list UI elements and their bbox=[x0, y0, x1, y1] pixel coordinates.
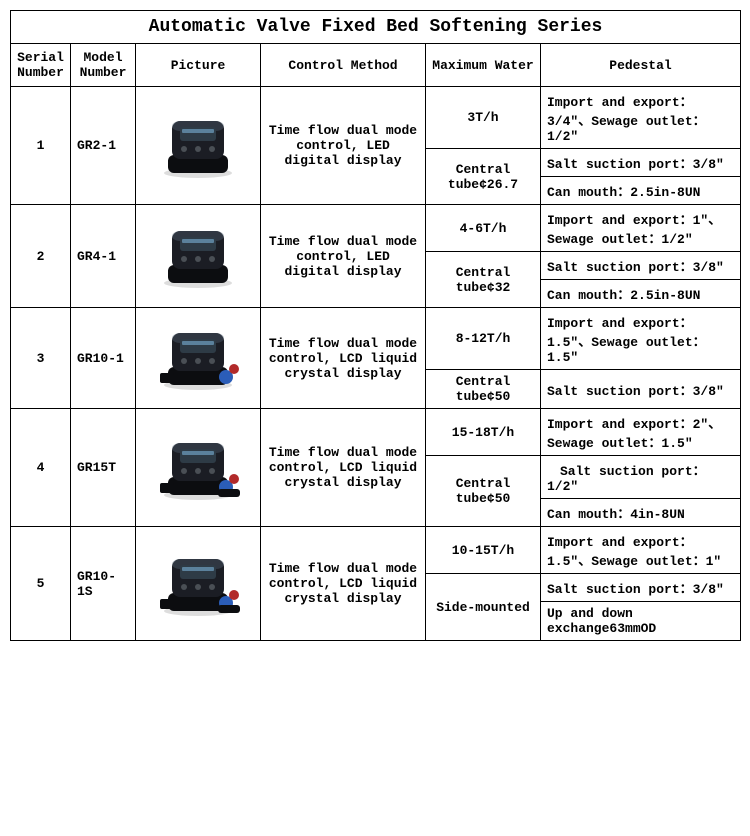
water-cell: Central tube¢26.7 bbox=[426, 149, 541, 205]
water-cell: Side-mounted bbox=[426, 574, 541, 641]
model-cell: GR2-1 bbox=[71, 87, 136, 205]
pedestal-cell: Import and export：1.5″、Sewage outlet：1″ bbox=[541, 527, 741, 574]
picture-cell bbox=[136, 308, 261, 409]
picture-cell bbox=[136, 409, 261, 527]
col-picture: Picture bbox=[136, 44, 261, 87]
pedestal-cell: Salt suction port：1/2″ bbox=[541, 456, 741, 499]
water-cell: Central tube¢50 bbox=[426, 456, 541, 527]
serial-cell: 5 bbox=[11, 527, 71, 641]
serial-cell: 4 bbox=[11, 409, 71, 527]
pedestal-cell: Can mouth：4in-8UN bbox=[541, 499, 741, 527]
water-cell: 15-18T/h bbox=[426, 409, 541, 456]
table-title: Automatic Valve Fixed Bed Softening Seri… bbox=[11, 11, 741, 44]
water-cell: 8-12T/h bbox=[426, 308, 541, 370]
col-control: Control Method bbox=[261, 44, 426, 87]
pedestal-cell: Salt suction port：3/8″ bbox=[541, 149, 741, 177]
pedestal-cell: Salt suction port：3/8″ bbox=[541, 252, 741, 280]
water-cell: Central tube¢50 bbox=[426, 370, 541, 409]
pedestal-cell: Salt suction port：3/8″ bbox=[541, 574, 741, 602]
water-cell: Central tube¢32 bbox=[426, 252, 541, 308]
pedestal-cell: Import and export：2″、Sewage outlet：1.5″ bbox=[541, 409, 741, 456]
col-serial: Serial Number bbox=[11, 44, 71, 87]
valve-table: Automatic Valve Fixed Bed Softening Seri… bbox=[10, 10, 741, 641]
model-cell: GR15T bbox=[71, 409, 136, 527]
pedestal-cell: Import and export：1.5″、Sewage outlet：1.5… bbox=[541, 308, 741, 370]
control-cell: Time flow dual mode control, LCD liquid … bbox=[261, 308, 426, 409]
control-cell: Time flow dual mode control, LCD liquid … bbox=[261, 527, 426, 641]
pedestal-cell: Import and export：1″、Sewage outlet：1/2″ bbox=[541, 205, 741, 252]
pedestal-cell: Import and export：3/4″、Sewage outlet：1/2… bbox=[541, 87, 741, 149]
pedestal-cell: Up and down exchange63mmOD bbox=[541, 602, 741, 641]
water-cell: 10-15T/h bbox=[426, 527, 541, 574]
pedestal-cell: Salt suction port：3/8″ bbox=[541, 370, 741, 409]
col-water: Maximum Water bbox=[426, 44, 541, 87]
model-cell: GR10-1 bbox=[71, 308, 136, 409]
picture-cell bbox=[136, 87, 261, 205]
serial-cell: 3 bbox=[11, 308, 71, 409]
picture-cell bbox=[136, 205, 261, 308]
col-pedestal: Pedestal bbox=[541, 44, 741, 87]
pedestal-cell: Can mouth：2.5in-8UN bbox=[541, 177, 741, 205]
pedestal-cell: Can mouth：2.5in-8UN bbox=[541, 280, 741, 308]
col-model: Model Number bbox=[71, 44, 136, 87]
model-cell: GR4-1 bbox=[71, 205, 136, 308]
model-cell: GR10-1S bbox=[71, 527, 136, 641]
serial-cell: 2 bbox=[11, 205, 71, 308]
control-cell: Time flow dual mode control, LED digital… bbox=[261, 87, 426, 205]
control-cell: Time flow dual mode control, LCD liquid … bbox=[261, 409, 426, 527]
control-cell: Time flow dual mode control, LED digital… bbox=[261, 205, 426, 308]
water-cell: 3T/h bbox=[426, 87, 541, 149]
serial-cell: 1 bbox=[11, 87, 71, 205]
picture-cell bbox=[136, 527, 261, 641]
water-cell: 4-6T/h bbox=[426, 205, 541, 252]
